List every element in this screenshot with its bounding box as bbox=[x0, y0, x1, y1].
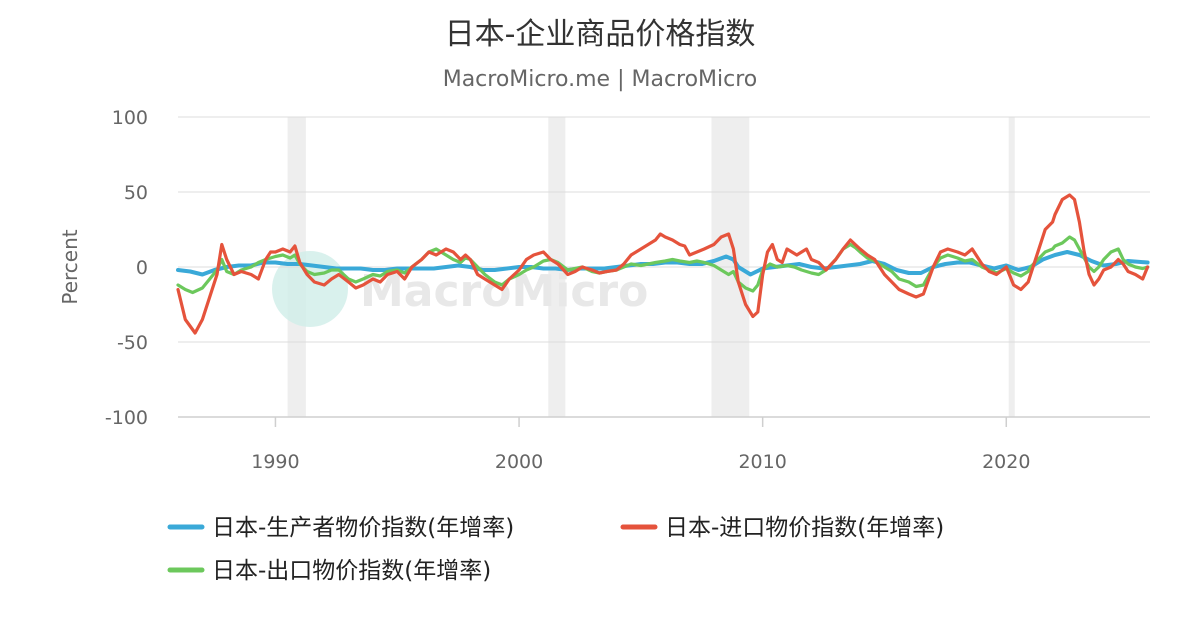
y-tick-label: 100 bbox=[112, 107, 148, 129]
x-axis: 1990 2000 2010 2020 bbox=[251, 417, 1030, 473]
y-axis: 100 50 0 -50 -100 bbox=[105, 107, 148, 429]
legend-label-ppi: 日本-生产者物价指数(年增率) bbox=[212, 515, 514, 541]
x-tick-label: 2020 bbox=[982, 451, 1030, 473]
series-group bbox=[176, 193, 1150, 335]
legend-item-ppi[interactable]: 日本-生产者物价指数(年增率) bbox=[167, 515, 514, 541]
series-line-import bbox=[176, 193, 1150, 335]
chart-title: 日本-企业商品价格指数 bbox=[445, 17, 756, 52]
legend-item-import[interactable]: 日本-进口物价指数(年增率) bbox=[620, 515, 944, 541]
legend-label-export: 日本-出口物价指数(年增率) bbox=[212, 558, 491, 584]
x-tick-label: 1990 bbox=[251, 451, 299, 473]
y-tick-label: 50 bbox=[124, 182, 148, 204]
legend-label-import: 日本-进口物价指数(年增率) bbox=[665, 515, 944, 541]
y-tick-label: -100 bbox=[105, 407, 148, 429]
x-tick-label: 2000 bbox=[495, 451, 543, 473]
y-axis-label: Percent bbox=[58, 229, 82, 304]
series-line-export bbox=[176, 235, 1150, 295]
y-tick-label: 0 bbox=[136, 257, 148, 279]
legend: 日本-生产者物价指数(年增率) 日本-进口物价指数(年增率) 日本-出口物价指数… bbox=[167, 515, 944, 584]
y-tick-label: -50 bbox=[117, 332, 148, 354]
legend-item-export[interactable]: 日本-出口物价指数(年增率) bbox=[167, 558, 491, 584]
x-tick-label: 2010 bbox=[738, 451, 786, 473]
chart-subtitle: MacroMicro.me | MacroMicro bbox=[443, 67, 758, 92]
